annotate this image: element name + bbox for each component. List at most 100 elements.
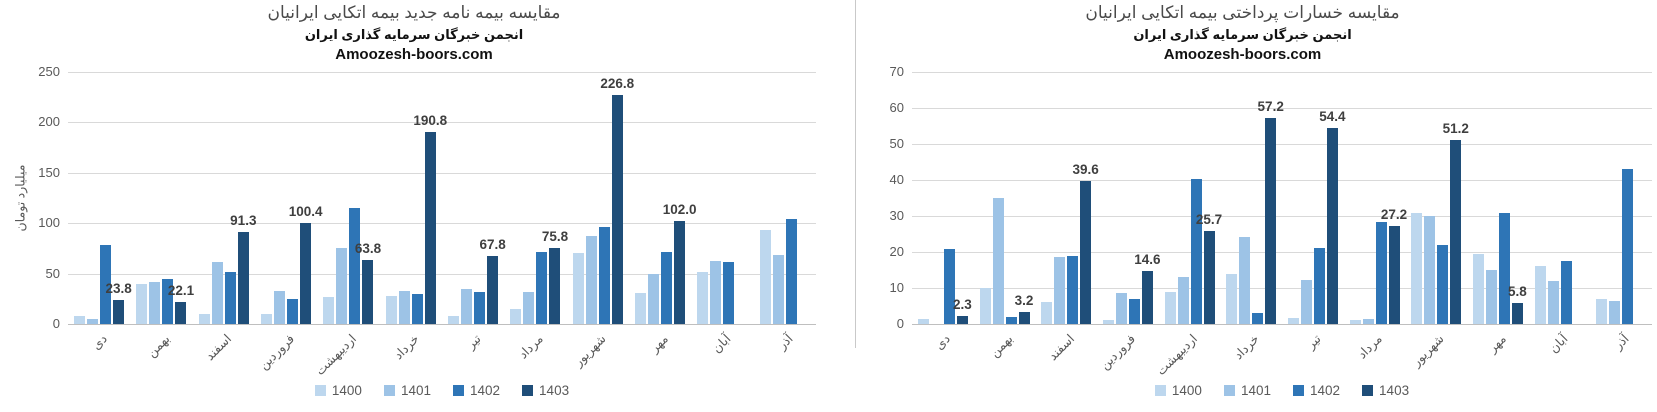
panel-divider-line [855, 0, 856, 348]
bar-1400 [1287, 317, 1299, 324]
bar-1400 [1596, 298, 1608, 324]
y-tick-label: 70 [889, 64, 904, 79]
x-tick-label: شهریور [1409, 331, 1447, 370]
gridline [68, 273, 816, 275]
chart-panel-new-policies: مقایسه بیمه نامه جدید بیمه اتکایی ایرانی… [0, 0, 828, 412]
bar-1403 [1511, 303, 1523, 324]
bar-1403 [1265, 118, 1277, 324]
bar-1401 [1239, 236, 1251, 324]
bar-1401 [1300, 279, 1312, 324]
gridline [912, 252, 1652, 253]
bar-1400 [1102, 320, 1114, 324]
bar-value-label: 57.2 [1257, 99, 1284, 115]
bar-1401 [1177, 277, 1189, 324]
x-tick-label: فروردین [1097, 331, 1139, 373]
bar-1401 [1547, 280, 1559, 324]
bar-1403 [611, 95, 623, 324]
bar-1400 [1349, 320, 1361, 324]
bar-1402 [723, 261, 735, 324]
legend-label: 1402 [1310, 383, 1341, 398]
bar-group: 54.4 تیر [1282, 72, 1346, 352]
y-tick-label: 0 [896, 316, 904, 331]
y-tick-label: 100 [38, 215, 60, 231]
bar-1401 [274, 290, 286, 324]
bar-group: 27.2 مرداد [1344, 72, 1407, 362]
legend-swatch-icon [522, 385, 534, 396]
y-tick-label: 60 [889, 100, 904, 115]
bar-group: آبان [691, 72, 753, 356]
bar-1400 [697, 271, 709, 324]
chart-watermark: Amoozesh-boors.com [1163, 46, 1322, 63]
bar-value-label: 67.8 [479, 236, 506, 252]
x-tick-label: بهمن [143, 331, 173, 360]
bar-1401 [648, 273, 660, 324]
x-tick-label: اسفند [202, 331, 235, 364]
legend-label: 1400 [331, 383, 362, 398]
bar-1402 [162, 278, 174, 324]
bar-1402 [1313, 248, 1325, 324]
x-tick-label: مرداد [1355, 331, 1386, 362]
bar-1400 [572, 253, 584, 324]
bar-1401 [1485, 270, 1497, 324]
bar-1400 [635, 292, 647, 324]
chart-panel-paid-losses: مقایسه خسارات پرداختی بیمه اتکایی ایرانی… [828, 0, 1657, 412]
bar-1400 [136, 283, 148, 324]
legend: 1400 1401 1402 1403 [912, 383, 1652, 398]
y-tick-label: 200 [38, 114, 60, 130]
bar-1401 [1424, 216, 1436, 324]
x-tick-label: آذر [1611, 331, 1632, 353]
chart-subtitle: انجمن خبرگان سرمایه گذاری ایران [304, 27, 524, 42]
bar-1402 [536, 252, 548, 324]
chart-title: مقایسه خسارات پرداختی بیمه اتکایی ایرانی… [1085, 3, 1400, 22]
bar-1403 [1018, 312, 1030, 324]
bar-1400 [323, 296, 335, 324]
bar-1403 [1141, 271, 1153, 324]
bar-groups: 2.3 دی 3.2 بهمن 39.6 اسفند 14.6 فروردین 25.7 اردی… [912, 72, 1652, 378]
bar-group: آذر [754, 72, 816, 352]
x-tick-label: بهمن [986, 331, 1016, 360]
bar-1400 [1411, 213, 1423, 324]
gridline [912, 72, 1652, 73]
plot-area: 0 10 20 30 40 50 60 70 2.3 دی 3.2 بهمن 39.6 اسفند 14.6… [890, 65, 1652, 378]
x-tick-label: خرداد [1231, 331, 1262, 363]
x-tick-label: اردیبهشت [312, 331, 360, 379]
bar-1402 [1498, 213, 1510, 324]
gridline [912, 144, 1652, 145]
bar-groups: 23.8 دی 22.1 بهمن 91.3 اسفند 100.4 فروردین 63.8 ا… [68, 72, 816, 378]
bar-1402 [1375, 221, 1387, 324]
x-tick-label: مرداد [516, 331, 547, 362]
bar-1401 [336, 248, 348, 324]
y-tick-label: 150 [38, 164, 60, 180]
x-tick-label: مهر [647, 331, 671, 356]
bar-1402 [1622, 169, 1634, 324]
bar-value-label: 54.4 [1319, 109, 1346, 125]
bar-value-label: 190.8 [413, 112, 448, 128]
x-tick-label: تیر [463, 331, 484, 352]
bar-1401 [772, 255, 784, 324]
x-tick-label: اردیبهشت [1153, 331, 1201, 379]
bar-1403 [1388, 226, 1400, 324]
bar-1400 [198, 313, 210, 324]
bar-group: 22.1 بهمن [130, 72, 194, 360]
bar-1400 [1041, 302, 1053, 324]
bar-1403 [1450, 139, 1462, 324]
legend-item-1400: 1400 [1154, 383, 1202, 398]
bar-1403 [113, 300, 125, 324]
bar-1402 [411, 293, 423, 324]
bar-value-label: 25.7 [1195, 212, 1223, 228]
bar-group: 190.8 خرداد [380, 72, 447, 362]
legend-label: 1400 [1171, 383, 1202, 398]
bar-1402 [1560, 261, 1572, 324]
bar-1400 [448, 315, 460, 324]
chart-subtitle: انجمن خبرگان سرمایه گذاری ایران [1133, 27, 1352, 42]
x-tick-label: تیر [1303, 331, 1324, 352]
gridline [912, 108, 1652, 109]
legend-item-1403: 1403 [1362, 383, 1409, 398]
bar-value-label: 75.8 [541, 228, 569, 244]
bar-1402 [1437, 244, 1449, 324]
legend-item-1402: 1402 [453, 383, 500, 398]
x-tick-label: خرداد [390, 331, 422, 363]
bar-1400 [759, 230, 771, 324]
bar-1402 [1005, 316, 1017, 324]
bar-value-label: 14.6 [1134, 252, 1161, 268]
